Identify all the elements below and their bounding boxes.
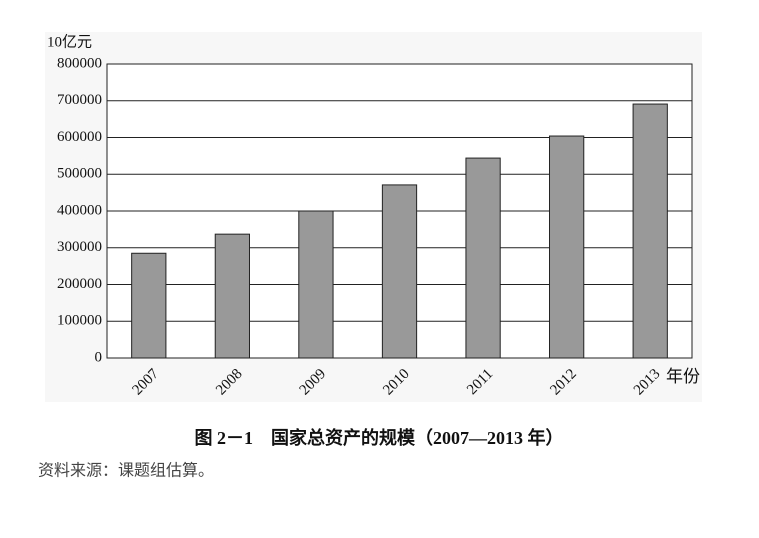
y-tick-label: 200000	[57, 276, 102, 292]
bar	[298, 210, 334, 359]
bar	[549, 135, 585, 359]
bar	[214, 233, 250, 359]
bar	[632, 103, 668, 359]
y-tick-label: 600000	[57, 129, 102, 145]
x-axis-label: 年份	[666, 367, 700, 386]
caption: 图 2－1 国家总资产的规模（2007—2013 年）	[195, 427, 564, 448]
y-tick-label: 800000	[57, 55, 102, 71]
y-axis-label: 10亿元	[47, 33, 92, 50]
y-tick-label: 700000	[57, 92, 102, 108]
y-tick-label: 100000	[57, 313, 102, 329]
y-tick-label: 0	[95, 349, 103, 365]
y-tick-label: 300000	[57, 239, 102, 255]
bar	[381, 184, 418, 359]
bar	[131, 252, 167, 359]
y-tick-label: 500000	[57, 166, 102, 182]
y-tick-label: 400000	[57, 202, 102, 218]
source-note: 资料来源：课题组估算。	[38, 461, 214, 480]
bar	[465, 157, 501, 359]
